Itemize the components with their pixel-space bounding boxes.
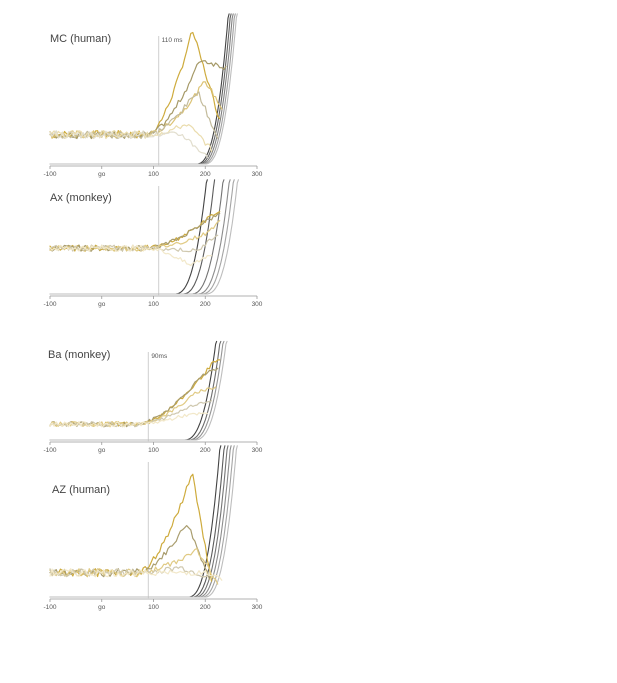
panel-ba-monkey: Ba (monkey) -100 go 100 200 300 90ms [43,340,263,454]
early-trace [49,386,217,428]
panel-mc-human: MC (human) -100 go 100 200 300 110 ms [43,13,263,178]
x-tick-label: go [98,171,106,178]
panel-title-ax: Ax (monkey) [50,192,112,204]
panel-az-human: AZ (human) -100 go 100 200 300 [43,445,263,611]
panel-title-az: AZ (human) [52,484,110,496]
x-tick-label: go [98,301,106,308]
early-trace [49,525,210,580]
early-trace [49,412,208,428]
x-tick-label: 100 [148,171,159,178]
x-tick-label: 100 [148,447,159,454]
early-trace [49,244,213,267]
x-tick-label: -100 [43,604,56,611]
latency-marker-label: 90ms [151,353,168,360]
early-trace [49,60,227,140]
early-trace [49,234,219,253]
late-trace [49,179,239,295]
early-trace [49,212,221,252]
early-trace [49,211,221,252]
x-tick-label: go [98,604,106,611]
late-trace [49,13,238,165]
x-tick-label: -100 [43,447,56,454]
x-tick-label: 200 [200,171,211,178]
early-trace [49,367,219,428]
x-tick-label: 200 [200,301,211,308]
panel-ax-monkey: Ax (monkey) -100 go 100 200 300 [43,179,263,308]
x-tick-label: -100 [43,301,56,308]
early-trace [49,568,223,581]
panel-title-mc: MC (human) [50,33,111,45]
x-tick-label: 100 [148,301,159,308]
panel-title-ba: Ba (monkey) [48,349,110,361]
x-tick-label: 300 [252,171,263,178]
x-tick-label: 300 [252,447,263,454]
x-tick-label: 100 [148,604,159,611]
early-trace [49,81,223,139]
late-trace [49,445,238,598]
early-trace [49,31,221,139]
early-trace [49,547,219,585]
early-trace [49,124,213,152]
x-tick-label: 200 [200,447,211,454]
latency-marker-label: 110 ms [162,37,184,44]
x-tick-label: 200 [200,604,211,611]
x-tick-label: -100 [43,171,56,178]
x-tick-label: 300 [252,301,263,308]
x-tick-label: 300 [252,604,263,611]
early-trace [49,130,208,158]
x-tick-label: go [98,447,106,454]
late-trace [49,340,228,441]
